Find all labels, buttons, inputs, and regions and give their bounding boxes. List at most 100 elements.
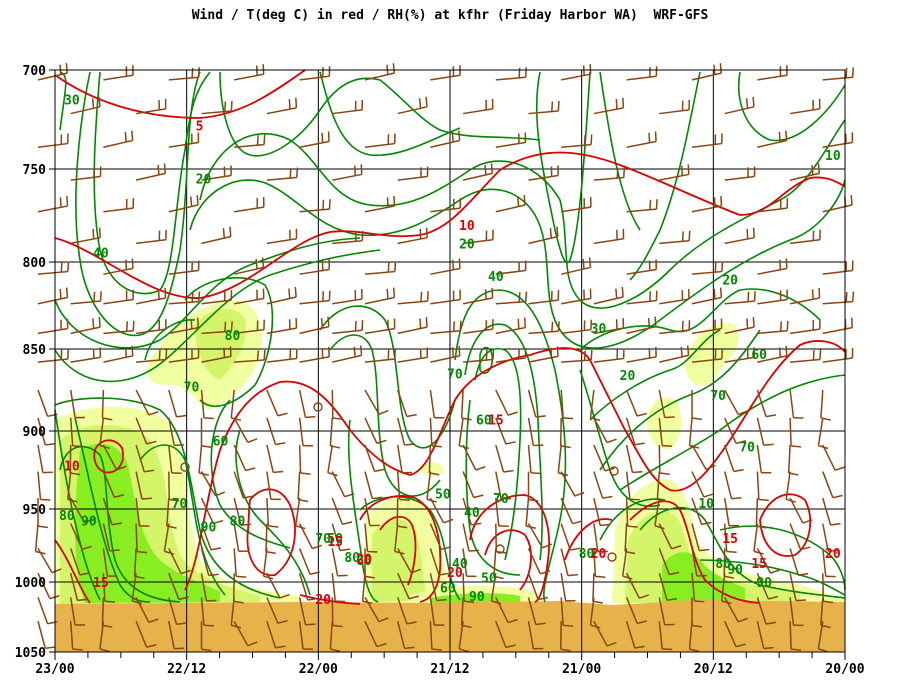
wind-barb: [691, 444, 716, 470]
wind-barb: [37, 287, 69, 305]
wind-barb-flag: [634, 442, 645, 446]
wind-barb-flag: [705, 464, 716, 470]
wind-barb-flag: [765, 621, 777, 625]
wind-barb-staff: [789, 328, 820, 335]
wind-barb: [789, 597, 804, 627]
wind-barb-flag: [458, 130, 461, 141]
wind-barb: [691, 348, 723, 363]
wind-barb-staff: [593, 471, 604, 499]
wind-barb-staff: [37, 471, 42, 500]
wind-barb-flag: [233, 600, 244, 604]
wind-barb-staff: [37, 444, 44, 473]
wind-barb: [429, 621, 442, 651]
wind-barb-flag: [747, 291, 750, 302]
wind-barb-staff: [364, 389, 380, 415]
wind-barb: [200, 548, 219, 577]
wind-barb-flag: [230, 321, 233, 332]
wind-barb-staff: [625, 498, 629, 527]
wind-barb-staff: [757, 139, 787, 148]
rh-contour-label: 20: [196, 172, 212, 187]
wind-barb-flag: [647, 318, 651, 329]
wind-barb-flag: [832, 494, 843, 499]
wind-barb-flag: [399, 498, 410, 501]
wind-barb-flag: [557, 100, 560, 111]
wind-barb: [168, 317, 199, 335]
wind-barb: [462, 319, 494, 335]
wind-barb: [168, 621, 185, 650]
rh-contour-label: 20: [722, 273, 738, 288]
wind-barb-flag: [753, 291, 756, 302]
wind-barb-flag: [426, 291, 429, 302]
wind-barb: [495, 444, 514, 473]
wind-barb: [266, 97, 298, 115]
wind-barb-staff: [135, 471, 143, 500]
wind-barb-staff: [430, 267, 460, 275]
wind-barb: [266, 417, 286, 446]
wind-barb: [429, 389, 445, 419]
wind-barb-flag: [332, 624, 343, 628]
wind-barb-flag: [503, 469, 514, 473]
wind-barb-staff: [528, 235, 558, 245]
wind-barb-flag: [583, 350, 587, 361]
wind-barb-staff: [201, 355, 232, 363]
wind-barb-staff: [756, 572, 770, 600]
wind-barb-flag: [91, 98, 95, 109]
wind-barb-flag: [615, 288, 618, 299]
wind-barb-flag: [397, 525, 408, 529]
y-tick-label: 850: [23, 343, 47, 358]
wind-barb: [201, 346, 232, 363]
wind-barb: [559, 621, 571, 652]
wind-barb-staff: [298, 621, 304, 650]
rh-contour: [589, 329, 721, 421]
wind-barb-staff: [396, 389, 408, 417]
wind-barb-staff: [168, 572, 180, 600]
wind-barb: [70, 497, 94, 524]
wind-barb-staff: [658, 389, 666, 418]
wind-barb-staff: [495, 300, 526, 305]
wind-barb: [233, 471, 254, 499]
wind-barb: [168, 195, 199, 213]
wind-barb: [298, 523, 323, 550]
rh-contour-label: 90: [81, 515, 97, 530]
wind-barb-flag: [699, 548, 710, 552]
wind-barb: [364, 523, 378, 553]
wind-barb-flag: [786, 320, 789, 331]
wind-barb: [168, 597, 187, 626]
wind-barb-flag: [273, 470, 284, 474]
wind-barb: [168, 291, 201, 305]
wind-barb-flag: [332, 417, 343, 420]
rh-contour-label: 80: [579, 547, 595, 562]
wind-barb-flag: [551, 101, 554, 112]
wind-barb: [37, 417, 56, 446]
wind-barb-staff: [723, 523, 728, 552]
wind-barb-staff: [234, 143, 265, 148]
wind-barb-flag: [582, 258, 585, 269]
wind-barb-flag: [327, 316, 330, 327]
wind-barb-flag: [93, 291, 96, 302]
wind-barb-flag: [376, 439, 387, 444]
wind-barb-staff: [163, 523, 170, 552]
wind-barb: [724, 620, 746, 648]
wind-barb-staff: [103, 267, 133, 275]
wind-barb: [789, 523, 811, 551]
rh-contour-label: 50: [435, 487, 451, 502]
wind-barb-flag: [354, 231, 357, 242]
wind-barb-flag: [790, 648, 802, 652]
y-tick-label: 1050: [15, 646, 46, 661]
wind-barb: [70, 347, 102, 363]
rh-contour-label: 80: [344, 551, 360, 566]
wind-barb-flag: [785, 345, 788, 356]
wind-barb-flag: [263, 575, 274, 580]
wind-barb: [625, 498, 638, 528]
wind-barb-staff: [757, 298, 788, 305]
wind-barb-flag: [81, 545, 92, 550]
wind-barb: [789, 417, 802, 448]
wind-barb: [135, 523, 148, 554]
wind-barb-flag: [735, 643, 746, 648]
wind-barb-flag: [738, 410, 748, 416]
wind-barb-flag: [148, 618, 159, 624]
wind-barb-flag: [636, 620, 647, 625]
wind-barb-flag: [406, 621, 417, 625]
wind-barb-staff: [198, 444, 203, 473]
wind-barb-staff: [756, 389, 767, 417]
